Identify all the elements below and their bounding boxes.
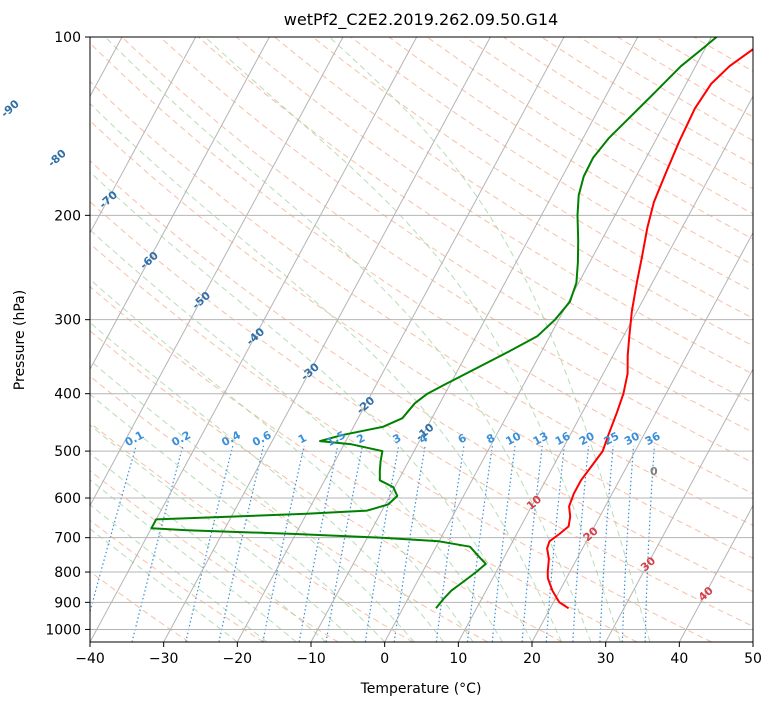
mixing-ratio-line <box>185 445 234 642</box>
moist-adiabat <box>90 424 356 642</box>
mixing-ratio-line <box>521 445 543 642</box>
x-tick-label: −30 <box>149 651 179 667</box>
dry-adiabat <box>274 37 753 347</box>
profile-lines <box>150 37 753 610</box>
isotherm-line <box>457 95 753 642</box>
x-tick-label: 10 <box>449 651 467 667</box>
y-tick-label: 100 <box>54 30 81 46</box>
isotherm-line <box>163 37 491 642</box>
x-tick-label: 20 <box>523 651 541 667</box>
isotherm-line <box>236 37 565 642</box>
y-tick-label: 600 <box>54 491 81 507</box>
y-tick-label: 300 <box>54 313 81 329</box>
mixing-ratio-label: 10 <box>504 429 524 448</box>
moist-adiabat <box>90 321 444 642</box>
plot-frame <box>89 36 754 643</box>
moist-adiabat <box>204 37 621 642</box>
dry-adiabat <box>90 470 339 642</box>
dry-adiabat <box>90 422 414 642</box>
dry-adiabat <box>90 160 753 593</box>
isotherm-line <box>310 37 639 642</box>
moist-adiabat <box>104 37 592 642</box>
x-tick-label: −10 <box>296 651 326 667</box>
profile-line-1 <box>546 48 753 610</box>
isotherm-line <box>90 37 270 371</box>
dry-adiabat <box>236 37 753 375</box>
mixing-ratio-label: 36 <box>643 429 663 448</box>
mixing-ratio-line <box>545 445 565 642</box>
x-tick-label: 50 <box>744 651 762 667</box>
y-tick-label: 700 <box>54 531 81 547</box>
mixing-ratio-line <box>491 445 516 642</box>
x-axis-label: Temperature (°C) <box>360 681 482 697</box>
mixing-ratio-line <box>218 445 265 642</box>
dry-adiabat <box>90 80 753 526</box>
mixing-ratio-label: 30 <box>622 429 642 448</box>
moist-adiabat <box>90 229 503 642</box>
y-tick-label: 900 <box>54 595 81 611</box>
isotherm-line <box>531 231 753 642</box>
y-tick-label: 400 <box>54 387 81 403</box>
dry-adiabat <box>90 285 638 642</box>
axes: −40 −30 −20 −10 0 10 20 30 40 5010020030040050060… <box>45 30 762 667</box>
y-tick-label: 1000 <box>45 622 81 638</box>
mixing-ratio-label: 20 <box>577 429 597 448</box>
moist-adiabat <box>329 37 651 642</box>
mixing-ratio-line <box>599 445 614 642</box>
mixing-ratio-line <box>466 445 493 642</box>
mixing-ratio-line <box>364 445 400 642</box>
isotherm-line <box>90 37 197 234</box>
x-tick-label: 40 <box>670 651 688 667</box>
dry-adiabat <box>90 120 753 559</box>
mixing-ratio-label: 16 <box>553 429 573 448</box>
mixing-ratio-line <box>325 445 364 642</box>
x-tick-label: 0 <box>380 651 389 667</box>
isotherm-line <box>678 504 753 642</box>
x-tick-label: 30 <box>597 651 615 667</box>
dry-adiabat <box>90 201 753 627</box>
mixing-ratio-line <box>435 445 465 642</box>
mixing-ratio-line <box>298 445 339 642</box>
dry-adiabat <box>197 37 753 404</box>
dry-adiabat <box>503 37 753 190</box>
mixing-ratio-line <box>90 445 137 614</box>
mixing-ratio-line <box>262 445 305 642</box>
moist-adiabat <box>90 393 386 642</box>
plot-area <box>90 37 753 642</box>
isotherm-line <box>90 37 418 642</box>
x-tick-label: −40 <box>75 651 105 667</box>
mixing-ratio-label: 13 <box>531 429 551 448</box>
x-tick-label: −20 <box>223 651 253 667</box>
isotherm-line <box>90 37 344 507</box>
y-tick-label: 800 <box>54 565 81 581</box>
moist-adiabat <box>90 171 533 642</box>
mixing-ratio-line <box>131 445 184 642</box>
isotherm-line <box>605 368 753 642</box>
chart-title: wetPf2_C2E2.2019.262.09.50.G14 <box>284 10 558 30</box>
moist-adiabat <box>90 452 327 642</box>
mixing-ratio-line <box>644 445 655 642</box>
mixing-ratio-line <box>572 445 590 642</box>
y-tick-label: 500 <box>54 444 81 460</box>
moist-adiabat <box>90 102 562 642</box>
dry-adiabat <box>121 37 753 464</box>
mixing-ratio-label: 25 <box>602 429 622 448</box>
dry-adiabat <box>90 330 563 642</box>
y-tick-label: 200 <box>54 208 81 224</box>
zero-isotherm-label: 0 <box>650 465 658 478</box>
mixing-ratio-line <box>621 445 635 642</box>
y-axis-label: Pressure (hPa) <box>12 290 28 390</box>
dry-adiabat <box>541 37 753 165</box>
dry-adiabat <box>159 37 753 433</box>
profile-line-2 <box>150 37 718 609</box>
moist-adiabat <box>90 479 297 642</box>
dry-adiabat <box>579 37 753 142</box>
